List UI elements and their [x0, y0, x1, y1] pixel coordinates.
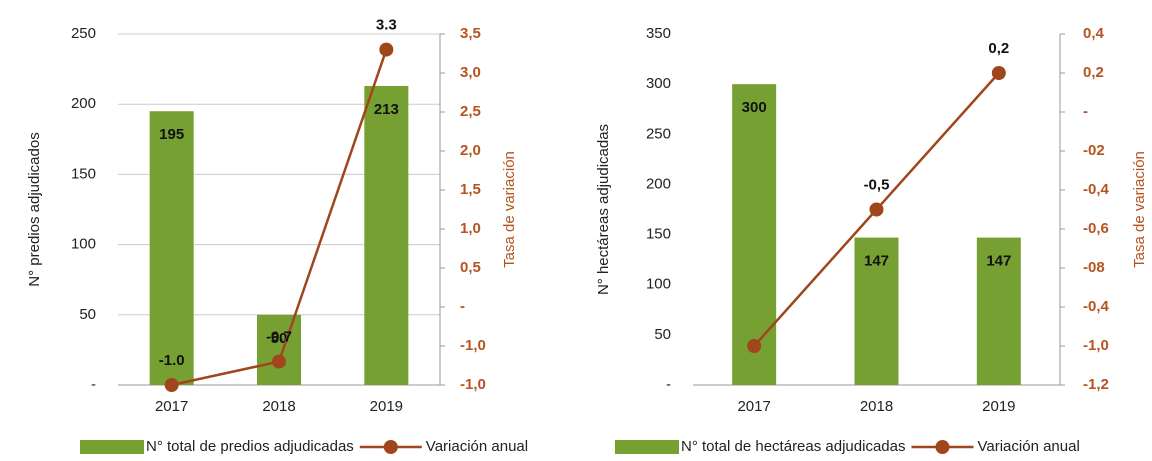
y-tick-label: 50: [654, 326, 671, 343]
bar: [257, 314, 301, 385]
legend-swatch: [615, 440, 679, 454]
line-point: [869, 202, 884, 217]
y-tick-label: 250: [71, 25, 96, 42]
y-tick-label: 150: [646, 226, 671, 243]
line-point: [991, 66, 1006, 80]
y2-tick-label: -0,4: [1083, 181, 1110, 198]
bar-label: 147: [986, 253, 1011, 270]
line-label: 3.3: [376, 17, 397, 34]
y2-axis-title: Tasa de variación: [1131, 151, 1148, 268]
x-tick-label: 2017: [155, 398, 188, 415]
line-label: 0,2: [988, 40, 1009, 57]
x-tick-label: 2019: [370, 398, 403, 415]
bar-label: 300: [742, 99, 767, 116]
y-tick-label: 250: [646, 125, 671, 142]
bar: [149, 111, 194, 385]
x-tick-label: 2018: [262, 398, 295, 415]
bar-label: 147: [864, 253, 889, 270]
line-point: [164, 378, 179, 392]
y2-tick-label: 1,5: [460, 181, 481, 198]
line-point: [747, 339, 762, 353]
y2-axis-title: Tasa de variación: [501, 151, 518, 268]
y2-tick-label: 0,5: [460, 259, 481, 276]
y-tick-label: 200: [646, 175, 671, 192]
y2-tick-label: 3,5: [460, 25, 481, 42]
y2-tick-label: -: [460, 298, 465, 315]
line-point: [379, 42, 394, 57]
y-axis-title: N° hectáreas adjudicadas: [595, 124, 612, 295]
y2-tick-label: -: [1083, 103, 1088, 120]
legend-swatch: [80, 440, 144, 454]
legend-swatch: [935, 440, 950, 454]
y-tick-label: 300: [646, 75, 671, 92]
y2-tick-label: -02: [1083, 142, 1105, 159]
y2-tick-label: 0,4: [1083, 25, 1105, 42]
line-label: -0.7: [266, 329, 292, 346]
legend-label: Variación anual: [977, 438, 1079, 455]
y2-tick-label: -1,0: [460, 376, 486, 393]
bar: [976, 237, 1021, 385]
bar-label: 50: [271, 330, 288, 347]
bar-label: 213: [374, 101, 399, 118]
y2-tick-label: -1,2: [1083, 376, 1109, 393]
x-tick-label: 2019: [982, 398, 1015, 415]
y-tick-label: 350: [646, 25, 671, 42]
y-tick-label: 200: [71, 95, 96, 112]
y2-tick-label: -0,6: [1083, 220, 1109, 237]
y2-tick-label: -0,4: [1083, 298, 1110, 315]
x-tick-label: 2017: [737, 398, 770, 415]
y-tick-label: -: [666, 376, 671, 393]
y2-tick-label: 2,0: [460, 142, 481, 159]
y-axis-title: N° predios adjudicados: [26, 132, 43, 286]
bar: [854, 237, 899, 385]
y-tick-label: -: [91, 376, 96, 393]
y2-tick-label: 3,0: [460, 64, 481, 81]
legend-label: Variación anual: [426, 438, 528, 455]
line-label: -0,5: [864, 176, 890, 193]
bar-label: 195: [159, 126, 184, 143]
y-tick-label: 100: [71, 236, 96, 253]
y-tick-label: 100: [646, 276, 671, 293]
legend-swatch: [383, 440, 398, 454]
legend-label: N° total de predios adjudicadas: [146, 438, 354, 455]
y2-tick-label: -1,0: [460, 337, 486, 354]
legend-label: N° total de hectáreas adjudicadas: [681, 438, 905, 455]
y2-tick-label: -1,0: [1083, 337, 1109, 354]
y2-tick-label: 0,2: [1083, 64, 1104, 81]
bar: [364, 85, 409, 385]
y2-tick-label: 1,0: [460, 220, 481, 237]
y-tick-label: 50: [79, 306, 96, 323]
line-label: -1.0: [159, 352, 185, 369]
line-point: [272, 354, 286, 369]
y2-tick-label: -08: [1083, 259, 1105, 276]
y-tick-label: 150: [71, 165, 96, 182]
x-tick-label: 2018: [860, 398, 893, 415]
bar: [732, 84, 777, 386]
y2-tick-label: 2,5: [460, 103, 481, 120]
